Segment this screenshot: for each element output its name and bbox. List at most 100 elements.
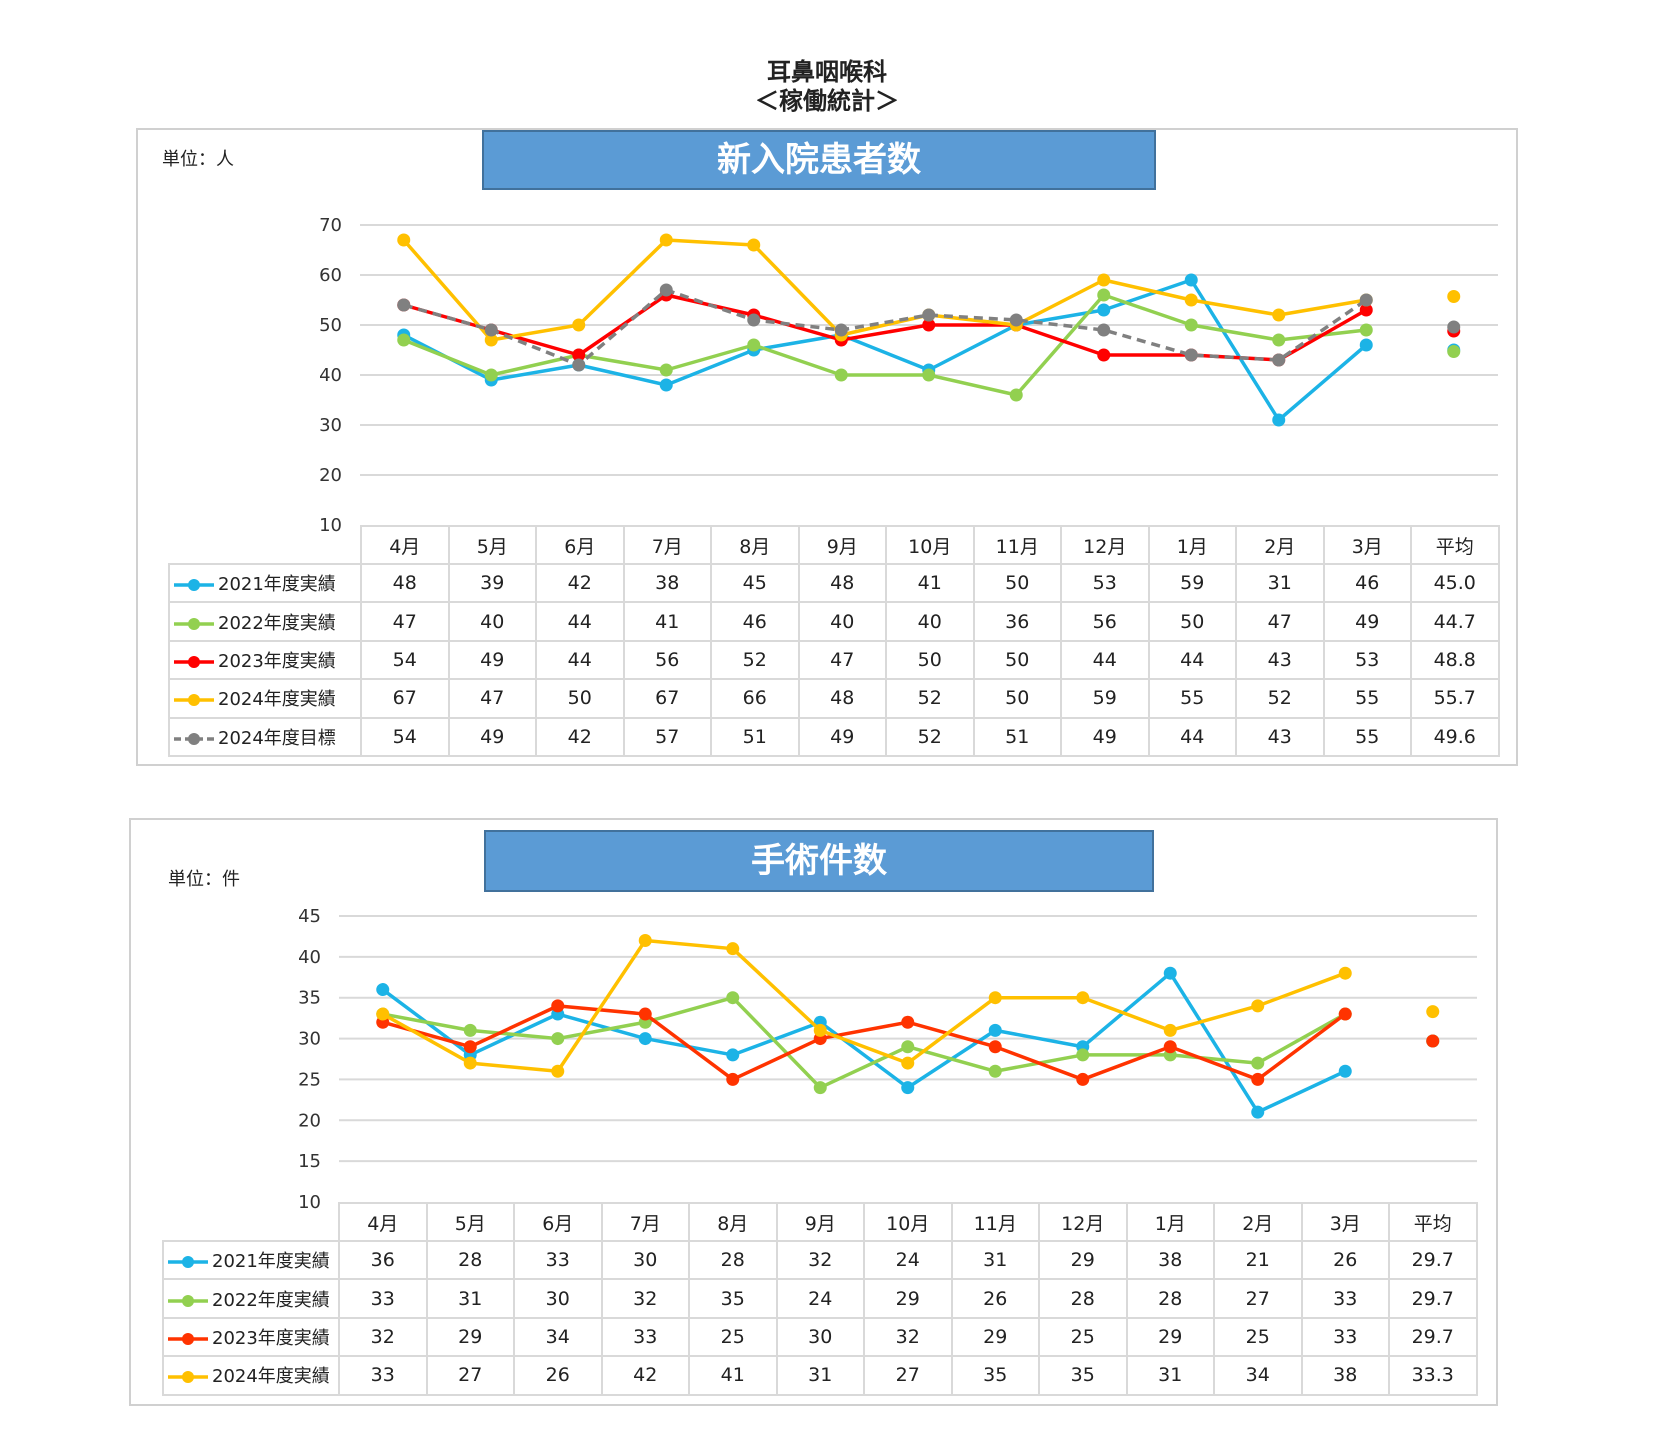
x-category-label: 10月	[885, 525, 975, 565]
chart-title-banner-admissions: 新入院患者数	[482, 130, 1156, 190]
y-tick-label: 50	[319, 315, 342, 336]
data-point	[1338, 1007, 1352, 1021]
series-name: 2024年度目標	[218, 727, 336, 749]
value-cell: 21	[1213, 1239, 1303, 1281]
value-cell: 47	[1235, 601, 1325, 642]
value-cell: 40	[885, 601, 975, 642]
value-cell: 44	[1147, 716, 1237, 757]
x-category-label: 8月	[710, 525, 800, 565]
value-cell: 45	[710, 562, 800, 604]
value-cell: 28	[688, 1239, 778, 1281]
data-point	[572, 358, 586, 372]
y-tick-label: 45	[298, 906, 321, 927]
value-cell: 29	[1125, 1316, 1215, 1358]
data-point	[1009, 313, 1023, 327]
x-category-label: 11月	[950, 1202, 1040, 1242]
legend-key-icon	[174, 694, 214, 707]
value-cell: 50	[885, 639, 975, 681]
data-point	[1272, 333, 1286, 347]
y-tick-label: 30	[298, 1029, 321, 1050]
x-category-label: 1月	[1125, 1202, 1215, 1242]
y-tick-label: 15	[298, 1151, 321, 1172]
data-point	[463, 1056, 477, 1070]
data-point	[659, 378, 673, 392]
data-point	[1076, 1048, 1090, 1062]
legend-key-icon	[174, 655, 214, 668]
value-cell: 30	[600, 1239, 690, 1281]
data-point	[1076, 991, 1090, 1005]
unit-label-admissions: 単位：人	[162, 149, 234, 170]
average-cell: 55.7	[1410, 678, 1500, 719]
data-point	[901, 1056, 915, 1070]
value-cell: 26	[950, 1278, 1040, 1319]
value-cell: 46	[710, 601, 800, 642]
value-cell: 55	[1147, 678, 1237, 719]
value-cell: 33	[1300, 1278, 1390, 1319]
table-row: 2021年度実績 36 28 33 30 28 32 24 31 29 38 21 26 29.7	[162, 1239, 1478, 1281]
data-point	[813, 1081, 827, 1095]
table-corner	[163, 1203, 339, 1241]
value-cell: 40	[447, 601, 537, 642]
data-point	[726, 991, 740, 1005]
value-cell: 52	[710, 639, 800, 681]
data-point	[834, 323, 848, 337]
data-point	[1338, 966, 1352, 980]
y-tick-label: 70	[319, 215, 342, 236]
average-point	[1447, 320, 1461, 334]
data-point	[1184, 273, 1198, 287]
average-header: 平均	[1388, 1202, 1478, 1242]
value-cell: 52	[1235, 678, 1325, 719]
table-row: 2024年度実績 67 47 50 67 66 48 52 50 59 55 52 55 55.7	[168, 678, 1500, 719]
value-cell: 34	[1213, 1355, 1303, 1396]
data-point	[572, 318, 586, 332]
data-point	[376, 1007, 390, 1021]
value-cell: 29	[1038, 1239, 1128, 1281]
x-category-label: 7月	[600, 1202, 690, 1242]
x-category-label: 4月	[360, 525, 450, 565]
data-point	[1163, 1040, 1177, 1054]
value-cell: 51	[710, 716, 800, 757]
x-category-label: 2月	[1235, 525, 1325, 565]
value-cell: 33	[338, 1278, 428, 1319]
data-point	[1097, 273, 1111, 287]
data-point	[901, 1015, 915, 1029]
data-point	[1009, 388, 1023, 402]
data-point	[659, 283, 673, 297]
x-category-label: 2月	[1213, 1202, 1303, 1242]
value-cell: 32	[338, 1316, 428, 1358]
value-cell: 53	[1060, 562, 1150, 604]
legend-cell: 2021年度実績	[162, 1239, 340, 1281]
data-point	[484, 368, 498, 382]
value-cell: 41	[885, 562, 975, 604]
legend-key-icon	[168, 1332, 208, 1345]
value-cell: 32	[863, 1316, 953, 1358]
data-point	[1184, 293, 1198, 307]
value-cell: 48	[360, 562, 450, 604]
value-cell: 50	[972, 639, 1062, 681]
value-cell: 55	[1322, 716, 1412, 757]
value-cell: 47	[360, 601, 450, 642]
value-cell: 41	[688, 1355, 778, 1396]
x-category-label: 8月	[688, 1202, 778, 1242]
value-cell: 29	[950, 1316, 1040, 1358]
value-cell: 28	[1038, 1278, 1128, 1319]
data-point	[726, 1072, 740, 1086]
value-cell: 42	[535, 716, 625, 757]
data-point	[922, 308, 936, 322]
data-point	[551, 1064, 565, 1078]
average-point	[1447, 290, 1461, 303]
x-category-label: 5月	[447, 525, 537, 565]
data-point	[397, 298, 411, 312]
data-point	[988, 991, 1002, 1005]
value-cell: 47	[447, 678, 537, 719]
value-cell: 31	[1235, 562, 1325, 604]
series-line	[382, 995, 1347, 1090]
value-cell: 38	[622, 562, 712, 604]
table-row: 2022年度実績 33 31 30 32 35 24 29 26 28 28 27 33 29.7	[162, 1278, 1478, 1319]
value-cell: 33	[600, 1316, 690, 1358]
data-point	[988, 1023, 1002, 1037]
series-name: 2023年度実績	[212, 1327, 330, 1349]
value-cell: 43	[1235, 639, 1325, 681]
data-point	[1272, 353, 1286, 367]
